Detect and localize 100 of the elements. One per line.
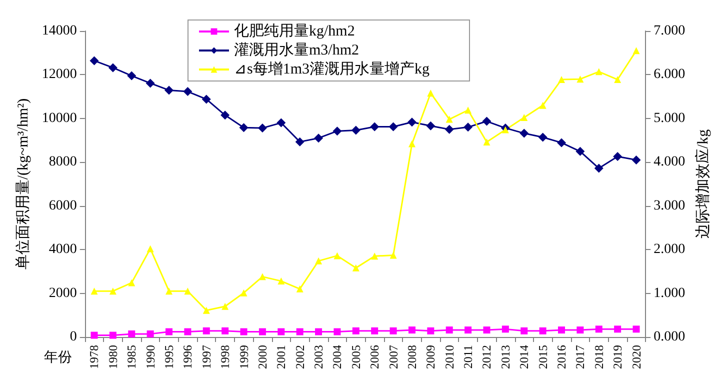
y2-tick-label: 5.000: [654, 110, 686, 126]
point: [371, 252, 378, 260]
point: [315, 328, 322, 336]
point: [464, 326, 472, 334]
y-tick-label: 8000: [48, 154, 77, 170]
point: [632, 47, 640, 54]
point: [334, 328, 341, 336]
point: [258, 328, 266, 336]
point: [109, 332, 116, 339]
point: [502, 326, 509, 333]
x-tick-label: 2011: [461, 345, 476, 369]
point: [127, 71, 136, 80]
point: [146, 330, 154, 338]
point: [502, 126, 509, 134]
y2-axis-title: 边际增加效应/kg: [694, 128, 712, 239]
point: [539, 102, 546, 109]
point: [483, 138, 490, 146]
legend-label: ⊿s每增1m3灌溉用水量增产kg: [234, 60, 430, 78]
x-tick-label: 2013: [498, 345, 512, 369]
point: [558, 326, 565, 334]
point: [166, 288, 173, 295]
point: [146, 78, 155, 88]
y-tick-label: 12000: [42, 67, 77, 82]
y-axis-title: 单位面积用量/(kg~m³/hm²): [14, 98, 32, 270]
point: [222, 327, 229, 334]
point: [613, 152, 622, 161]
x-tick-label: 2001: [274, 345, 288, 369]
point: [388, 122, 398, 132]
point: [595, 326, 602, 333]
point: [446, 326, 453, 334]
x-tick-label: 2020: [629, 345, 644, 369]
point: [220, 110, 230, 120]
point: [128, 330, 136, 338]
point: [296, 285, 304, 292]
point: [109, 288, 116, 295]
point: [520, 128, 529, 138]
x-tick-label: 2015: [536, 345, 550, 369]
point: [108, 63, 118, 72]
point: [632, 155, 641, 164]
point: [278, 278, 285, 285]
point: [520, 327, 528, 334]
legend-label: 化肥纯用量kg/hm2: [234, 22, 355, 40]
point: [166, 328, 173, 336]
point: [352, 264, 360, 272]
point: [351, 126, 360, 135]
y-tick-label: 14000: [42, 24, 77, 38]
point: [576, 326, 584, 334]
y2-tick-label: 6.000: [654, 67, 686, 82]
point: [315, 257, 322, 264]
point: [352, 327, 360, 334]
point: [90, 56, 99, 66]
point: [314, 134, 324, 143]
x-tick-label: 2008: [404, 345, 419, 369]
point: [576, 146, 585, 156]
point: [296, 328, 304, 336]
point: [632, 326, 640, 333]
point: [538, 132, 548, 142]
y-tick-label: 6000: [48, 198, 77, 214]
point: [464, 122, 473, 132]
y2-tick-label: 2.000: [654, 242, 686, 258]
text: 年份: [44, 350, 72, 366]
y2-tick-label: 4.000: [654, 154, 686, 170]
point: [295, 137, 304, 146]
x-tick-label: 1997: [199, 345, 214, 369]
x-tick-label: 1996: [180, 345, 195, 369]
y2-tick-label: 1.000: [654, 286, 686, 301]
point: [202, 327, 210, 334]
point: [408, 326, 416, 334]
x-tick-label: 2004: [330, 345, 344, 369]
x-tick-label: 2019: [610, 345, 625, 369]
y-tick-label: 0: [70, 330, 77, 344]
point: [390, 252, 397, 259]
x-tick-label: 1995: [162, 345, 176, 369]
x-tick-label: 2000: [255, 345, 270, 369]
point: [464, 106, 472, 114]
point: [483, 326, 490, 334]
x-tick-label: 2007: [386, 345, 400, 369]
y2-tick-label: 3.000: [654, 198, 686, 214]
x-tick-label: 2017: [573, 345, 588, 369]
x-tick-label: 2014: [517, 345, 532, 369]
point: [146, 245, 154, 252]
x-tick-label: 2010: [442, 345, 456, 369]
point: [594, 164, 604, 173]
x-tick-label: 1978: [87, 345, 102, 369]
legend-label: 灌溉用水量m3/hm2: [234, 42, 360, 58]
point: [370, 122, 380, 132]
point: [128, 279, 136, 286]
point: [332, 126, 342, 136]
point: [444, 124, 454, 134]
point: [164, 86, 174, 95]
point: [184, 328, 192, 336]
point: [240, 328, 248, 336]
x-tick-label: 2016: [554, 345, 568, 369]
point: [408, 140, 416, 148]
point: [278, 328, 285, 336]
point: [222, 302, 229, 310]
point: [334, 252, 341, 260]
point: [371, 327, 378, 334]
x-tick-label: 1985: [124, 345, 139, 369]
point: [482, 116, 492, 126]
